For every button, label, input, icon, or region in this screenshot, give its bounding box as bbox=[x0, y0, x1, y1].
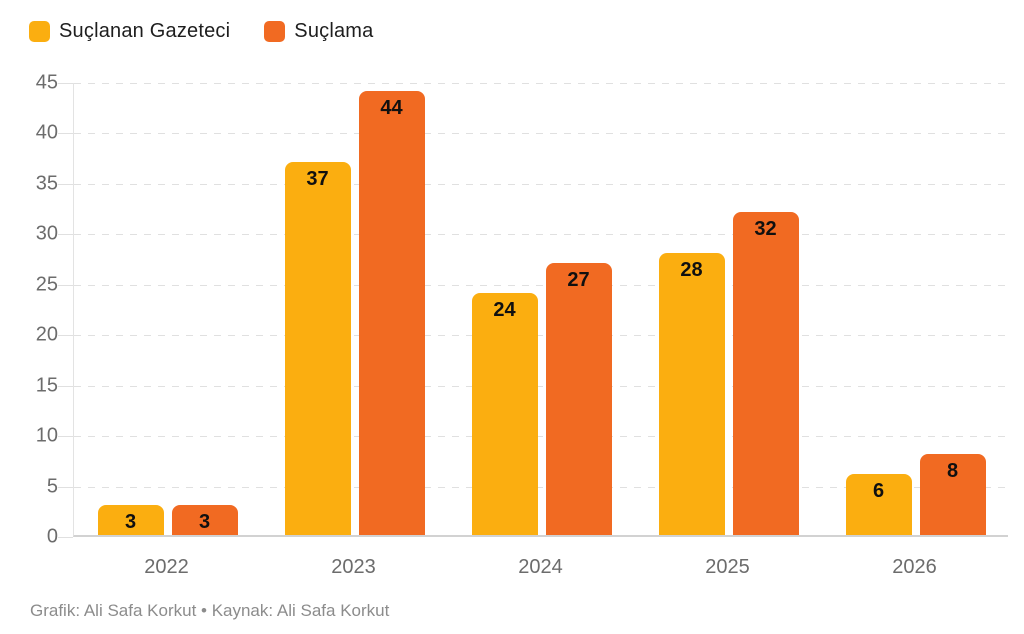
legend-swatch-icon bbox=[29, 21, 50, 42]
y-axis-label-20: 20 bbox=[35, 323, 58, 346]
y-tick-5 bbox=[58, 486, 73, 488]
gridline-15 bbox=[74, 385, 1008, 387]
bar-suclama-2026: 8 bbox=[919, 454, 986, 535]
y-axis-label-10: 10 bbox=[35, 424, 58, 447]
gridline-45 bbox=[74, 83, 1008, 84]
bar-suclanan-gazeteci-2023: 37 bbox=[284, 161, 351, 535]
y-axis-label-40: 40 bbox=[35, 121, 58, 144]
y-axis-label-30: 30 bbox=[35, 222, 58, 245]
x-axis-label-2025: 2025 bbox=[705, 556, 750, 578]
bar-value-label: 27 bbox=[567, 268, 590, 291]
x-axis-label-2026: 2026 bbox=[892, 556, 937, 578]
y-tick-35 bbox=[58, 183, 73, 185]
y-tick-45 bbox=[58, 83, 73, 84]
bar-value-label: 3 bbox=[124, 510, 137, 533]
gridline-40 bbox=[74, 133, 1008, 135]
gridline-30 bbox=[74, 234, 1008, 236]
y-tick-40 bbox=[58, 133, 73, 135]
legend-label: Suçlanan Gazeteci bbox=[59, 20, 231, 42]
bar-suclanan-gazeteci-2025: 28 bbox=[658, 252, 725, 535]
gridline-25 bbox=[74, 284, 1008, 286]
bar-value-label: 6 bbox=[872, 480, 885, 503]
y-axis-label-5: 5 bbox=[46, 475, 58, 498]
y-axis-label-15: 15 bbox=[35, 374, 58, 397]
plot-area: 3 3 37 44 24 27 28 32 6 8 bbox=[73, 83, 1008, 537]
bar-value-label: 24 bbox=[493, 298, 516, 321]
y-tick-10 bbox=[58, 436, 73, 438]
y-axis-label-45: 45 bbox=[35, 71, 58, 94]
bar-suclama-2022: 3 bbox=[171, 504, 238, 535]
y-tick-0 bbox=[58, 537, 73, 538]
gridline-35 bbox=[74, 183, 1008, 185]
y-tick-20 bbox=[58, 335, 73, 337]
legend-swatch-icon bbox=[264, 21, 286, 42]
bar-value-label: 8 bbox=[946, 460, 959, 483]
y-axis-label-35: 35 bbox=[35, 172, 58, 195]
y-tick-25 bbox=[58, 284, 73, 286]
y-axis-label-25: 25 bbox=[35, 273, 58, 296]
x-axis-label-2022: 2022 bbox=[144, 556, 189, 578]
y-axis-label-0: 0 bbox=[46, 525, 58, 548]
attribution-text: Grafik: Ali Safa Korkut • Kaynak: Ali Sa… bbox=[30, 601, 390, 620]
legend-label: Suçlama bbox=[294, 20, 374, 42]
bar-value-label: 28 bbox=[680, 258, 703, 281]
bar-suclanan-gazeteci-2022: 3 bbox=[97, 504, 164, 535]
bar-suclanan-gazeteci-2026: 6 bbox=[845, 474, 912, 535]
x-axis-label-2024: 2024 bbox=[518, 556, 563, 578]
bar-value-label: 3 bbox=[198, 510, 211, 533]
x-axis-label-2023: 2023 bbox=[331, 556, 376, 578]
bar-suclama-2024: 27 bbox=[545, 262, 612, 535]
gridline-20 bbox=[74, 335, 1008, 337]
bar-suclama-2025: 32 bbox=[732, 212, 799, 535]
bar-value-label: 44 bbox=[380, 97, 403, 120]
y-tick-15 bbox=[58, 385, 73, 387]
gridline-10 bbox=[74, 436, 1008, 438]
bar-value-label: 32 bbox=[754, 218, 777, 241]
legend-item-suclama: Suçlama bbox=[264, 20, 373, 43]
gridline-5 bbox=[74, 486, 1008, 488]
legend: Suçlanan Gazeteci Suçlama bbox=[29, 20, 374, 43]
bar-suclama-2023: 44 bbox=[358, 91, 425, 535]
bar-suclanan-gazeteci-2024: 24 bbox=[471, 292, 538, 535]
legend-item-suclanan-gazeteci: Suçlanan Gazeteci bbox=[29, 20, 230, 43]
y-tick-30 bbox=[58, 234, 73, 236]
bar-value-label: 37 bbox=[306, 167, 329, 190]
